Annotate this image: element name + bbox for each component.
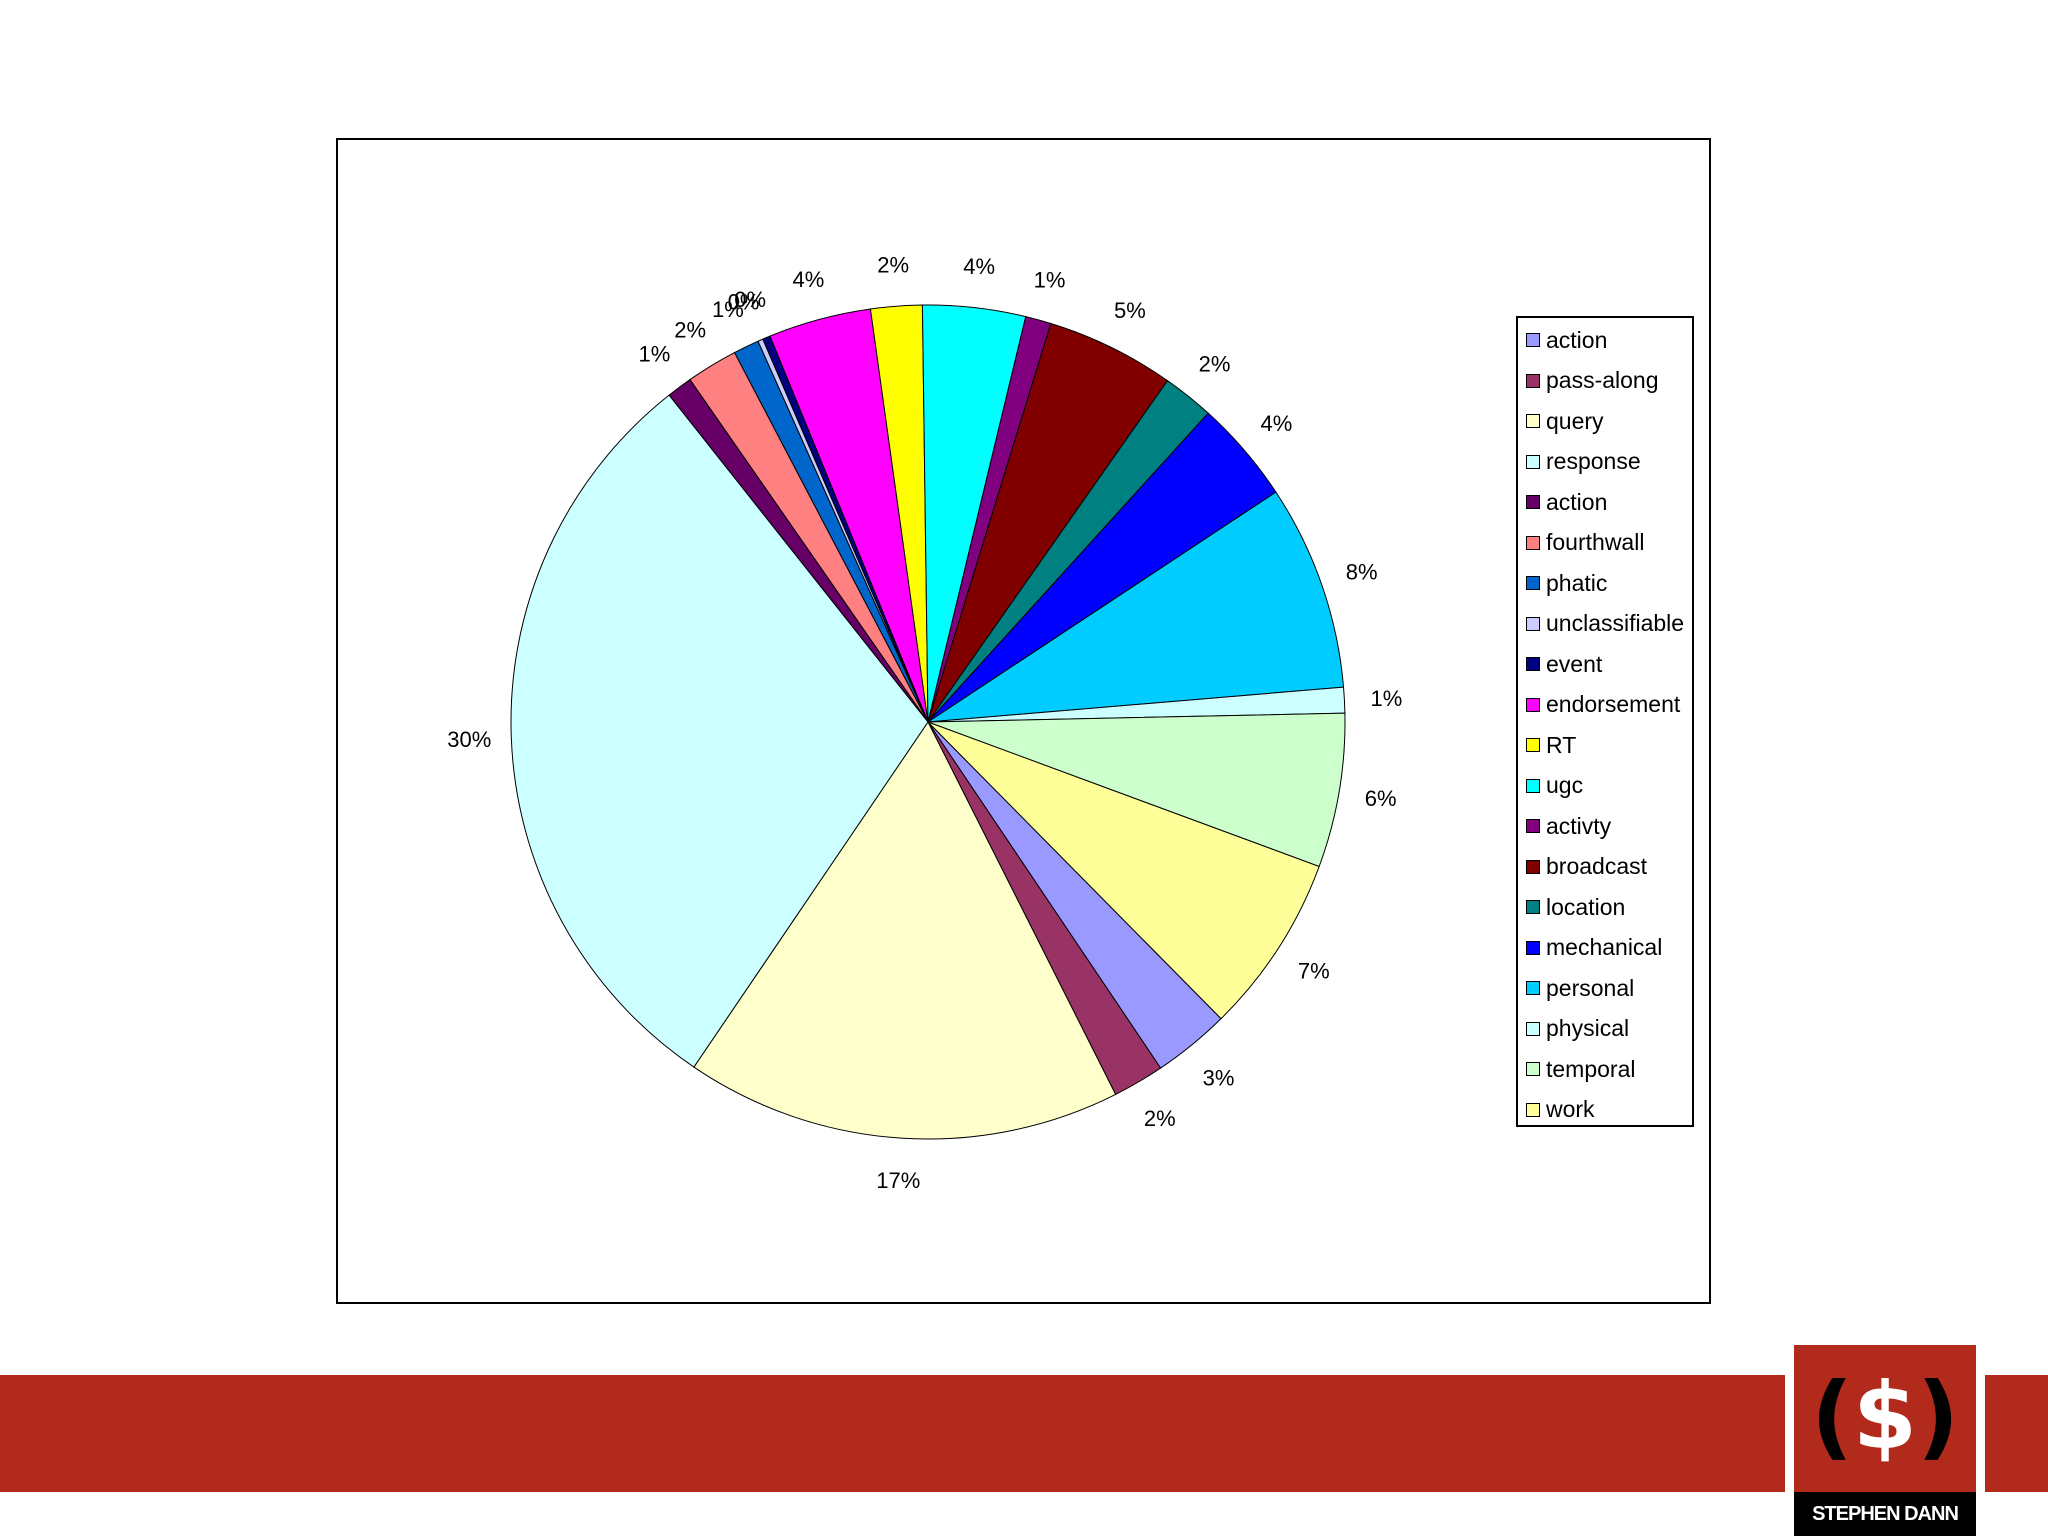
legend-item: location — [1518, 887, 1692, 928]
legend-label: event — [1546, 650, 1603, 677]
pie-chart: 3%2%17%30%1%2%1%0%0%4%2% 4%1%5%2%4%8%1%6%… — [447, 252, 1402, 1193]
legend-label: action — [1546, 326, 1608, 353]
legend-label: ugc — [1546, 772, 1584, 799]
legend-item: activty — [1518, 806, 1692, 847]
pie-slice-personal — [927, 491, 1345, 723]
data-label: 1% — [638, 341, 670, 366]
legend-item: event — [1518, 644, 1692, 685]
legend-label: activty — [1546, 812, 1612, 839]
legend-swatch — [1526, 1021, 1540, 1036]
data-label: 1% — [1370, 686, 1402, 711]
legend-swatch — [1526, 657, 1540, 672]
legend-label: response — [1546, 448, 1641, 475]
legend-label: temporal — [1546, 1055, 1636, 1082]
legend-swatch — [1526, 535, 1540, 550]
pie-slice-response — [510, 394, 929, 1068]
legend-item: physical — [1518, 1009, 1692, 1050]
data-label: 3% — [1203, 1065, 1235, 1090]
data-label: 1% — [1034, 267, 1066, 292]
data-label: 2% — [674, 317, 706, 342]
legend-label: query — [1546, 407, 1604, 434]
legend-label: phatic — [1546, 569, 1608, 596]
data-label: 6% — [1365, 786, 1397, 811]
footer-band — [0, 1375, 2048, 1492]
data-label: 0% — [728, 290, 760, 315]
legend-label: mechanical — [1546, 934, 1663, 961]
legend-swatch — [1526, 738, 1540, 753]
logo-paren-open: ( — [1810, 1363, 1853, 1470]
legend-label: RT — [1546, 731, 1577, 758]
data-label: 2% — [877, 252, 909, 277]
legend-swatch — [1526, 333, 1540, 348]
data-label: 8% — [1346, 560, 1378, 585]
legend-item: endorsement — [1518, 685, 1692, 726]
legend-item: unclassifiable — [1518, 604, 1692, 645]
legend-swatch — [1526, 576, 1540, 591]
legend-item: fourthwall — [1518, 523, 1692, 564]
legend-item: temporal — [1518, 1049, 1692, 1090]
logo-wordmark: STEPHEN DANN — [1794, 1492, 1976, 1536]
data-label: 2% — [1144, 1106, 1176, 1131]
legend-item: mechanical — [1518, 928, 1692, 969]
legend-label: fourthwall — [1546, 529, 1645, 556]
legend-label: unclassifiable — [1546, 610, 1685, 637]
legend-swatch — [1526, 778, 1540, 793]
data-label: 30% — [447, 727, 491, 752]
data-label: 2% — [1199, 351, 1231, 376]
data-label: 5% — [1114, 298, 1146, 323]
legend-swatch — [1526, 859, 1540, 874]
legend-swatch — [1526, 1102, 1540, 1117]
legend-label: broadcast — [1546, 853, 1648, 880]
data-label: 7% — [1298, 959, 1330, 984]
data-label: 17% — [876, 1168, 920, 1193]
legend-item: personal — [1518, 968, 1692, 1009]
legend-item: response — [1518, 442, 1692, 483]
legend-item: work — [1518, 1090, 1692, 1131]
brand-logo: ($) STEPHEN DANN — [1785, 1345, 1985, 1536]
logo-dollar-icon: $ — [1852, 1363, 1917, 1470]
legend-item: pass-along — [1518, 361, 1692, 402]
legend-label: physical — [1546, 1015, 1630, 1042]
legend-swatch — [1526, 819, 1540, 834]
data-label: 4% — [793, 267, 825, 292]
legend-swatch — [1526, 616, 1540, 631]
legend-item: query — [1518, 401, 1692, 442]
logo-mark: ($) — [1794, 1367, 1976, 1467]
legend-swatch — [1526, 1062, 1540, 1077]
pie-slice-query — [693, 721, 1117, 1140]
legend-swatch — [1526, 981, 1540, 996]
legend-item: action — [1518, 320, 1692, 361]
legend-swatch — [1526, 454, 1540, 469]
chart-area: 3% 2% 17% 30% 1% 2% 1% 0% 0% 4% 2% 4% 1% 5% 2% 4% 8% 1% 6%… — [336, 138, 1711, 1304]
legend-swatch — [1526, 495, 1540, 510]
legend-swatch — [1526, 414, 1540, 429]
legend-item: ugc — [1518, 766, 1692, 807]
legend-label: location — [1546, 893, 1626, 920]
legend-swatch — [1526, 373, 1540, 388]
data-label: 1% — [712, 297, 744, 322]
legend-item: phatic — [1518, 563, 1692, 604]
legend-label: pass-along — [1546, 367, 1659, 394]
data-label: 4% — [963, 254, 995, 279]
chart-legend: action pass-along query response action fourt… — [1516, 316, 1694, 1127]
legend-swatch — [1526, 697, 1540, 712]
data-label: 4% — [1260, 411, 1292, 436]
legend-swatch — [1526, 940, 1540, 955]
pie-slice-work — [927, 721, 1320, 1020]
pie-slice-temporal — [927, 712, 1346, 868]
data-label: 0% — [734, 287, 766, 312]
legend-item: broadcast — [1518, 847, 1692, 888]
legend-label: personal — [1546, 974, 1635, 1001]
legend-item: action — [1518, 482, 1692, 523]
legend-label: action — [1546, 488, 1608, 515]
legend-item: RT — [1518, 725, 1692, 766]
legend-label: endorsement — [1546, 691, 1681, 718]
logo-paren-close: ) — [1917, 1363, 1960, 1470]
legend-swatch — [1526, 900, 1540, 915]
legend-label: work — [1546, 1096, 1595, 1123]
